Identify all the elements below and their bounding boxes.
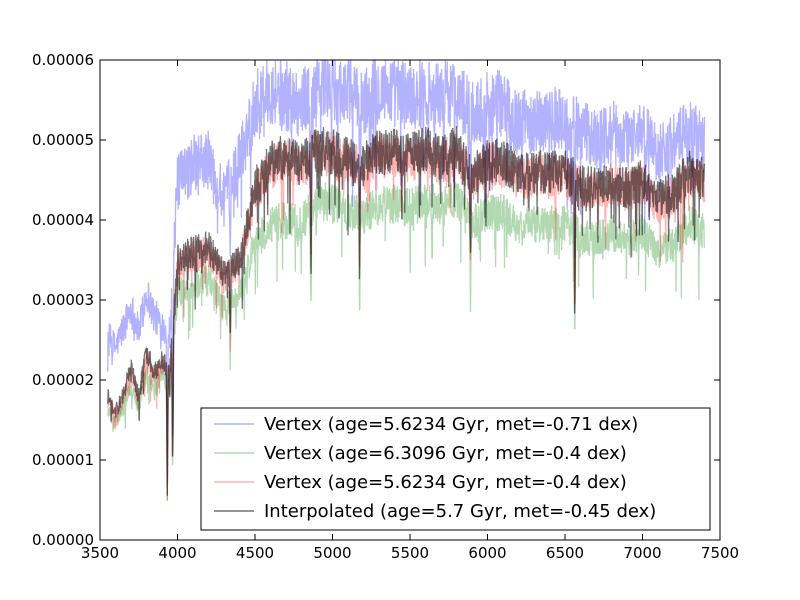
legend-label-2: Vertex (age=6.3096 Gyr, met=-0.4 dex) (264, 443, 627, 464)
y-tick-label: 0.00006 (32, 51, 94, 69)
x-tick-label: 7000 (623, 544, 661, 562)
y-tick-label: 0.00002 (32, 371, 94, 389)
x-tick-label: 3500 (81, 544, 119, 562)
legend-box (200, 407, 711, 531)
x-tick-label: 6000 (468, 544, 506, 562)
series-line-1 (107, 60, 706, 485)
legend-label-3: Vertex (age=5.6234 Gyr, met=-0.4 dex) (264, 472, 627, 493)
y-tick-label: 0.00005 (32, 131, 94, 149)
axis-ticks: 3500 4000 4500 5000 5500 6000 6500 7000 7500 0.00… (32, 51, 739, 562)
x-tick-label: 5000 (313, 544, 351, 562)
legend-label-4: Interpolated (age=5.7 Gyr, met=-0.45 dex… (264, 501, 656, 522)
x-tick-label: 7500 (701, 544, 739, 562)
legend: Vertex (age=5.6234 Gyr, met=-0.71 dex) Ve… (200, 407, 711, 531)
x-tick-label: 5500 (391, 544, 429, 562)
legend-label-1: Vertex (age=5.6234 Gyr, met=-0.71 dex) (264, 414, 638, 435)
y-tick-label: 0.00000 (32, 531, 94, 549)
series-layer (107, 60, 706, 502)
series-line-4 (107, 126, 706, 496)
y-tick-label: 0.00001 (32, 451, 94, 469)
x-tick-label: 4000 (158, 544, 196, 562)
y-tick-label: 0.00004 (32, 211, 94, 229)
x-tick-label: 6500 (546, 544, 584, 562)
y-tick-label: 0.00003 (32, 291, 94, 309)
series-line-2 (107, 181, 706, 502)
x-tick-label: 4500 (236, 544, 274, 562)
